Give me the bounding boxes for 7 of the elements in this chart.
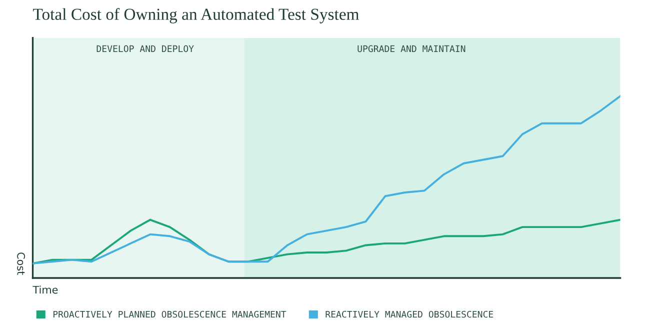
legend-label: REACTIVELY MANAGED OBSOLESCENCE (326, 310, 494, 318)
y-axis-title: Cost (17, 252, 26, 275)
chart-title: Total Cost of Owning an Automated Test System (33, 8, 359, 24)
x-axis-title: Time (32, 286, 58, 294)
legend-label: PROACTIVELY PLANNED OBSOLESCENCE MANAGEMENT (53, 310, 286, 318)
text: UPGRADE AND MAINTAIN (358, 45, 466, 52)
text: DEVELOP AND DEPLOY (96, 45, 194, 52)
